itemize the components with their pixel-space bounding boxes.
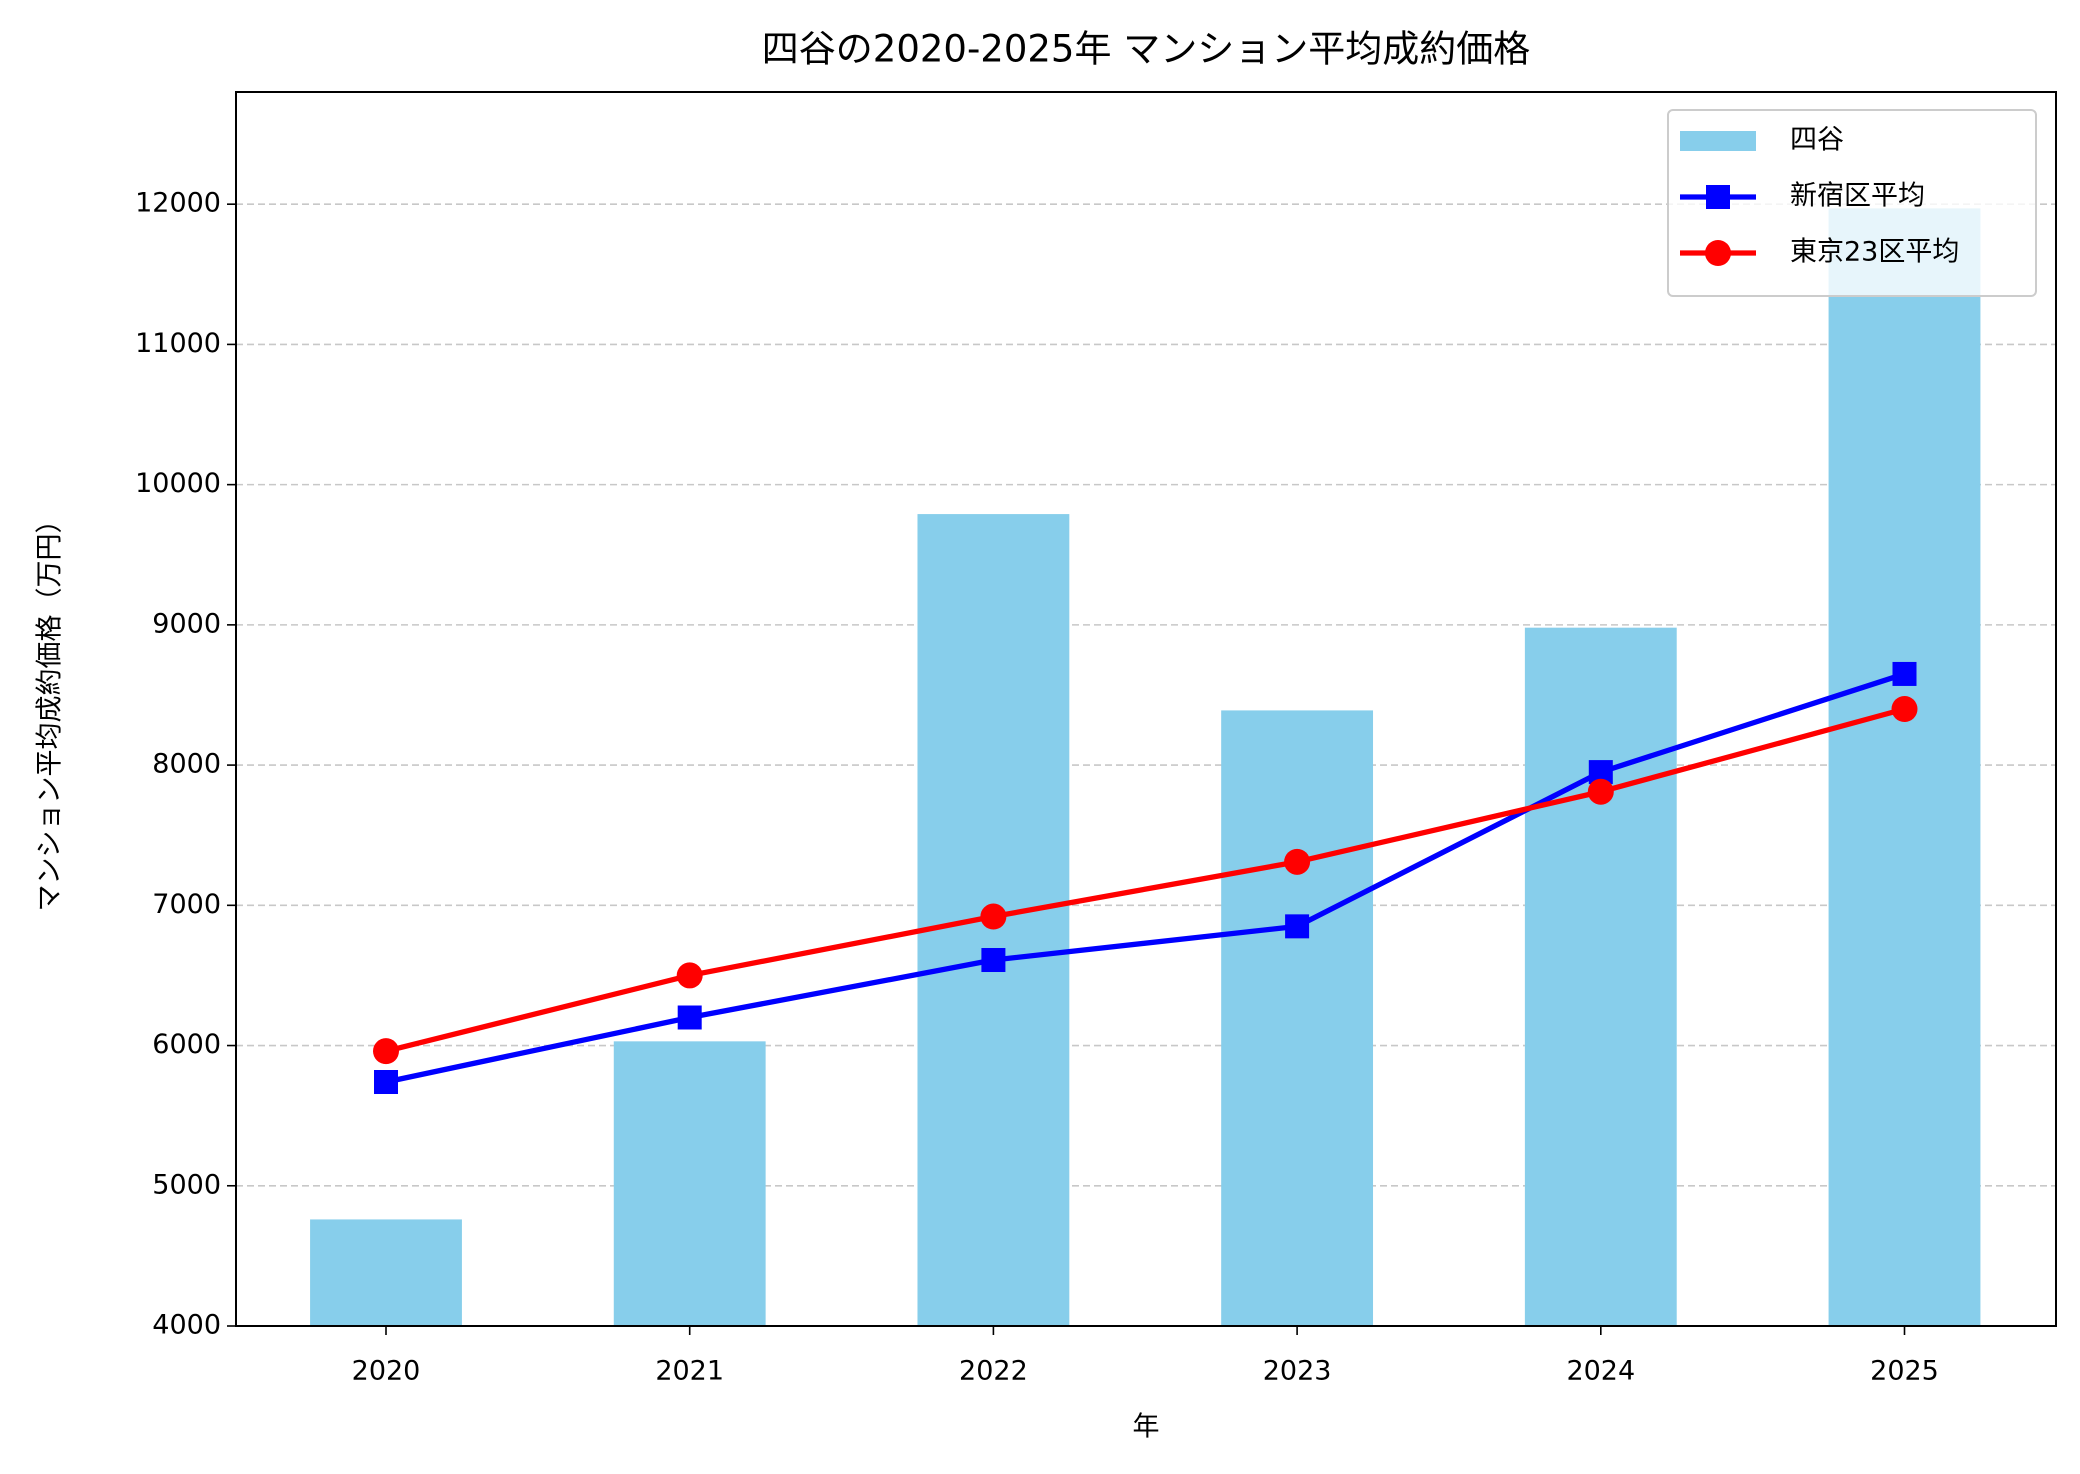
bar <box>1828 208 1981 1326</box>
legend-label: 四谷 <box>1790 125 1844 156</box>
x-tick-label: 2020 <box>352 1356 421 1387</box>
marker <box>374 1070 398 1095</box>
x-tick-label: 2021 <box>655 1356 724 1387</box>
chart-title: 四谷の2020-2025年 マンション平均成約価格 <box>762 28 1530 71</box>
y-tick-label: 8000 <box>152 749 221 780</box>
legend-frame <box>1667 109 2037 297</box>
marker <box>677 1005 702 1030</box>
y-tick-label: 10000 <box>135 468 221 499</box>
x-tick-label: 2025 <box>1870 1356 1939 1387</box>
marker <box>1891 696 1918 722</box>
y-tick-label: 9000 <box>152 608 221 639</box>
line <box>385 706 1906 1054</box>
bar <box>310 1219 462 1326</box>
line <box>385 671 1906 1085</box>
legend-label: 新宿区平均 <box>1790 181 1925 212</box>
x-axis-label: 年 <box>1133 1412 1160 1443</box>
legend-marker <box>1706 185 1730 209</box>
marker <box>1892 661 1917 686</box>
y-tick-label: 7000 <box>152 889 221 920</box>
y-tick-label: 4000 <box>152 1310 221 1341</box>
y-axis-label: マンション平均成約価格（万円） <box>35 507 66 912</box>
legend-label: 東京23区平均 <box>1790 237 1959 268</box>
marker <box>1285 914 1310 939</box>
y-tick-label: 6000 <box>152 1029 221 1060</box>
x-tick-label: 2023 <box>1263 1356 1332 1387</box>
y-tick-label: 5000 <box>152 1169 221 1200</box>
y-tick-label: 11000 <box>135 328 221 359</box>
marker <box>373 1038 399 1065</box>
bar <box>1524 627 1677 1326</box>
x-tick-label: 2022 <box>959 1356 1028 1387</box>
axes-frame <box>235 91 2057 1327</box>
marker <box>980 903 1007 930</box>
marker <box>981 948 1006 973</box>
legend-swatch <box>1680 131 1756 151</box>
bar <box>613 1041 766 1326</box>
x-tick-label: 2024 <box>1566 1356 1635 1387</box>
bar <box>1221 710 1374 1326</box>
marker <box>676 962 703 989</box>
legend-marker <box>1705 240 1731 266</box>
marker <box>1284 848 1311 875</box>
marker <box>1587 778 1614 805</box>
y-tick-label: 12000 <box>135 188 221 219</box>
